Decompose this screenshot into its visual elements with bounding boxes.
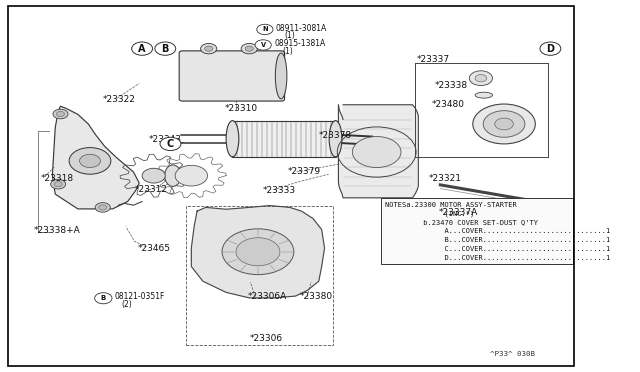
Text: *23378: *23378: [319, 131, 352, 140]
Text: *23312: *23312: [134, 185, 168, 194]
Text: *23306A: *23306A: [248, 292, 287, 301]
Text: D: D: [547, 44, 554, 54]
Circle shape: [205, 46, 212, 51]
Ellipse shape: [226, 121, 239, 157]
Text: B...COVER.............................1: B...COVER.............................1: [385, 237, 611, 243]
Polygon shape: [191, 206, 324, 298]
Circle shape: [51, 179, 66, 189]
Circle shape: [99, 205, 107, 210]
Text: D...COVER.............................1: D...COVER.............................1: [385, 255, 611, 261]
Text: *23380: *23380: [300, 292, 333, 301]
Circle shape: [160, 137, 181, 151]
Text: (2): (2): [122, 300, 132, 309]
Text: ^P33^ 030B: ^P33^ 030B: [490, 350, 534, 357]
Circle shape: [142, 168, 165, 183]
Bar: [186, 206, 333, 345]
Circle shape: [483, 111, 525, 137]
Circle shape: [469, 71, 493, 86]
Circle shape: [175, 165, 207, 186]
Text: *23465: *23465: [138, 244, 170, 253]
Circle shape: [56, 112, 65, 116]
Text: *23310: *23310: [225, 104, 257, 113]
Polygon shape: [339, 105, 419, 198]
Circle shape: [241, 44, 257, 54]
Text: 08915-1381A: 08915-1381A: [274, 39, 325, 48]
Text: (1): (1): [285, 31, 295, 40]
Text: *23480: *23480: [431, 100, 465, 109]
Circle shape: [200, 44, 217, 54]
Text: *23333: *23333: [263, 186, 296, 195]
Text: B: B: [161, 44, 169, 54]
Ellipse shape: [475, 92, 493, 98]
Circle shape: [222, 229, 294, 275]
Circle shape: [79, 154, 100, 167]
Circle shape: [495, 118, 513, 130]
Bar: [232, 121, 335, 157]
Text: *23337: *23337: [417, 55, 451, 64]
Circle shape: [53, 109, 68, 119]
Text: A...COVER.............................1: A...COVER.............................1: [385, 228, 611, 234]
Text: C...COVER.............................1: C...COVER.............................1: [385, 246, 611, 252]
Text: C: C: [167, 139, 174, 149]
Ellipse shape: [275, 53, 287, 99]
Text: *23318: *23318: [41, 174, 74, 183]
Text: *23337A: *23337A: [438, 208, 478, 217]
Text: b.23470 COVER SET-DUST Q'TY: b.23470 COVER SET-DUST Q'TY: [385, 219, 538, 225]
Circle shape: [540, 42, 561, 55]
Text: *23322: *23322: [103, 95, 136, 104]
Circle shape: [155, 42, 176, 55]
Text: (1): (1): [283, 47, 294, 56]
Text: *23338: *23338: [435, 81, 468, 90]
Text: NOTESa.23300 MOTOR ASSY-STARTER: NOTESa.23300 MOTOR ASSY-STARTER: [385, 202, 517, 208]
Ellipse shape: [164, 165, 181, 186]
Text: 08121-0351F: 08121-0351F: [115, 292, 165, 301]
Text: (INC.*): (INC.*): [385, 211, 475, 217]
Circle shape: [353, 137, 401, 167]
Circle shape: [54, 182, 62, 187]
Circle shape: [95, 293, 112, 304]
Text: *23343: *23343: [149, 135, 182, 144]
Text: N: N: [262, 26, 268, 32]
Text: A: A: [138, 44, 146, 54]
Text: *23321: *23321: [429, 174, 462, 183]
Bar: [381, 198, 573, 263]
Circle shape: [132, 42, 152, 55]
Circle shape: [475, 74, 486, 82]
Text: *23338+A: *23338+A: [33, 226, 80, 235]
Circle shape: [236, 238, 280, 266]
Circle shape: [245, 46, 253, 51]
Text: 08911-3081A: 08911-3081A: [276, 24, 327, 33]
Text: *23306: *23306: [249, 334, 282, 343]
Circle shape: [95, 203, 110, 212]
Ellipse shape: [329, 121, 342, 157]
Text: *23379: *23379: [288, 167, 321, 176]
FancyBboxPatch shape: [179, 51, 285, 101]
Circle shape: [257, 24, 273, 35]
Circle shape: [255, 40, 271, 50]
Text: V: V: [260, 42, 266, 48]
Circle shape: [473, 104, 535, 144]
Circle shape: [69, 148, 111, 174]
Polygon shape: [52, 106, 140, 209]
Text: B: B: [100, 295, 106, 301]
